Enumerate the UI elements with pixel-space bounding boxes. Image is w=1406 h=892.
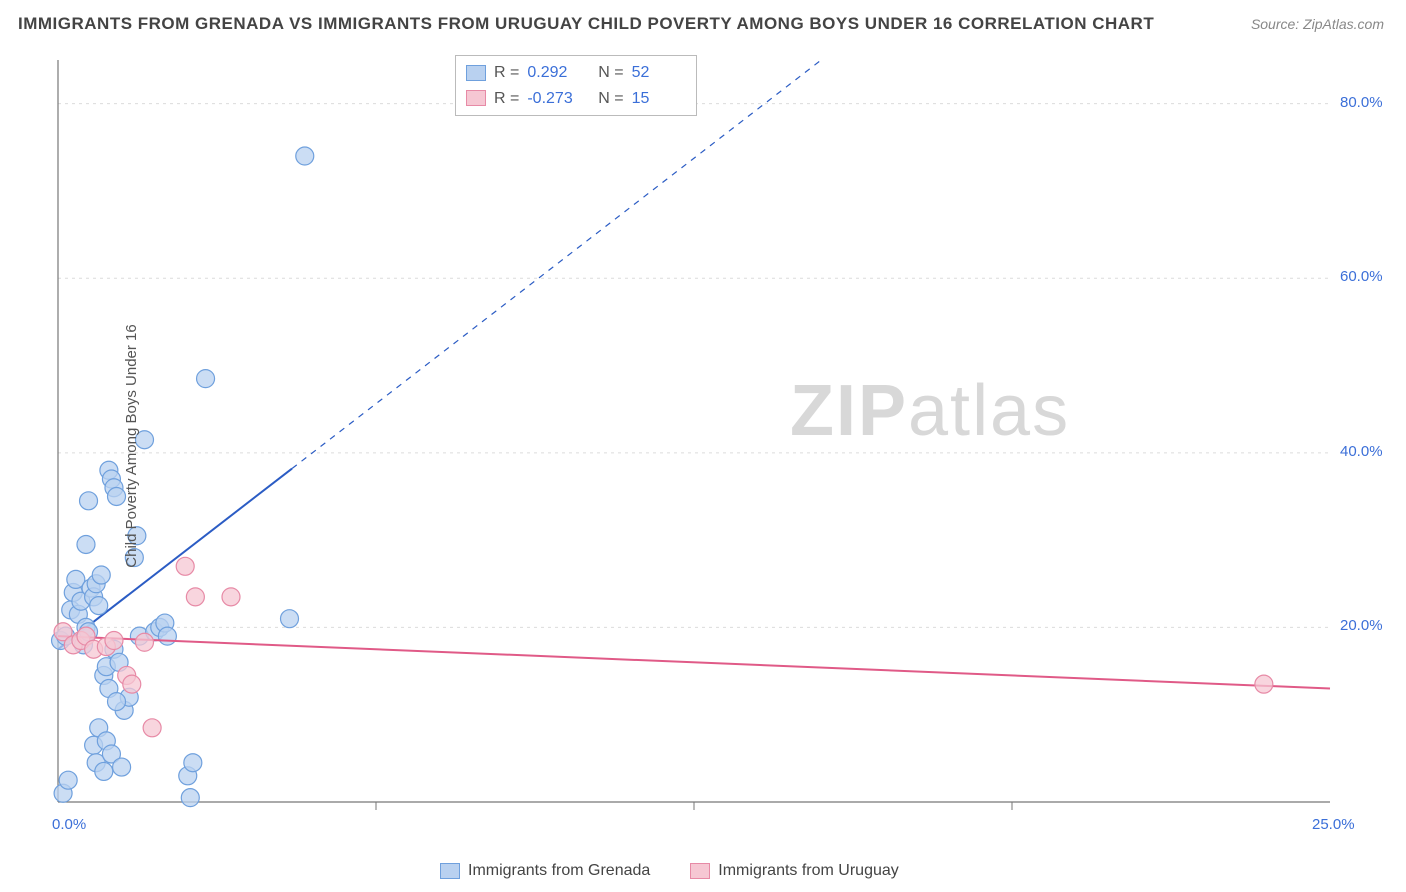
n-value-grenada: 52 <box>632 60 686 86</box>
legend-label-grenada: Immigrants from Grenada <box>468 862 650 880</box>
swatch-uruguay <box>466 90 486 106</box>
n-label: N = <box>589 86 623 112</box>
legend-swatch-grenada <box>440 863 460 879</box>
chart-source: Source: ZipAtlas.com <box>1251 16 1384 32</box>
y-tick-label: 20.0% <box>1340 617 1383 634</box>
scatter-chart <box>50 52 1390 842</box>
legend-bottom: Immigrants from Grenada Immigrants from U… <box>440 862 899 880</box>
y-tick-label: 40.0% <box>1340 443 1383 460</box>
n-value-uruguay: 15 <box>632 86 686 112</box>
y-axis-label: Child Poverty Among Boys Under 16 <box>123 324 140 567</box>
stats-row-uruguay: R = -0.273 N = 15 <box>466 86 686 112</box>
n-label: N = <box>589 60 623 86</box>
x-tick-label: 25.0% <box>1312 816 1355 833</box>
plot-area <box>50 52 1390 842</box>
y-tick-label: 60.0% <box>1340 268 1383 285</box>
r-value-grenada: 0.292 <box>527 60 581 86</box>
stats-row-grenada: R = 0.292 N = 52 <box>466 60 686 86</box>
legend-swatch-uruguay <box>690 863 710 879</box>
swatch-grenada <box>466 65 486 81</box>
chart-title: IMMIGRANTS FROM GRENADA VS IMMIGRANTS FR… <box>18 14 1154 34</box>
r-label: R = <box>494 86 519 112</box>
r-label: R = <box>494 60 519 86</box>
legend-item-grenada: Immigrants from Grenada <box>440 862 650 880</box>
stats-box: R = 0.292 N = 52R = -0.273 N = 15 <box>455 55 697 116</box>
y-tick-label: 80.0% <box>1340 94 1383 111</box>
r-value-uruguay: -0.273 <box>527 86 581 112</box>
x-tick-label: 0.0% <box>52 816 86 833</box>
legend-item-uruguay: Immigrants from Uruguay <box>690 862 899 880</box>
legend-label-uruguay: Immigrants from Uruguay <box>718 862 899 880</box>
